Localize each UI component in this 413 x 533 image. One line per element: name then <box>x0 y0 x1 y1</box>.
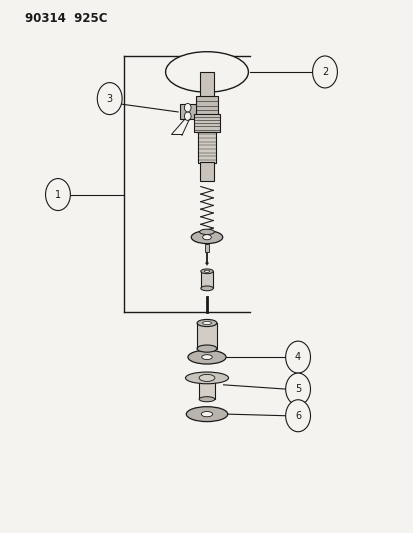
Text: 1: 1 <box>55 190 61 199</box>
Ellipse shape <box>186 407 227 422</box>
Text: 3: 3 <box>107 94 112 103</box>
Bar <box>199 379 214 399</box>
Ellipse shape <box>197 319 216 327</box>
Bar <box>200 72 213 97</box>
Ellipse shape <box>202 235 211 240</box>
Circle shape <box>184 112 191 120</box>
Ellipse shape <box>202 321 211 325</box>
Bar <box>198 132 215 163</box>
Circle shape <box>97 83 122 115</box>
Text: 6: 6 <box>294 411 300 421</box>
Text: 5: 5 <box>294 384 301 394</box>
Bar <box>199 162 214 181</box>
Circle shape <box>184 103 191 112</box>
Circle shape <box>285 373 310 405</box>
Bar <box>195 96 218 115</box>
Text: 90314  925C: 90314 925C <box>25 12 107 25</box>
Ellipse shape <box>204 270 209 272</box>
Circle shape <box>312 56 337 88</box>
Ellipse shape <box>199 374 214 382</box>
Ellipse shape <box>197 345 216 352</box>
Bar <box>197 323 216 349</box>
Bar <box>193 114 220 132</box>
Ellipse shape <box>200 269 213 274</box>
Bar <box>200 271 213 288</box>
Ellipse shape <box>191 231 222 244</box>
Circle shape <box>45 179 70 211</box>
Circle shape <box>285 341 310 373</box>
Text: 2: 2 <box>321 67 328 77</box>
Ellipse shape <box>201 411 212 417</box>
Ellipse shape <box>201 354 212 360</box>
Circle shape <box>285 400 310 432</box>
Bar <box>179 104 195 119</box>
Ellipse shape <box>199 397 214 402</box>
Ellipse shape <box>188 350 225 364</box>
Text: 4: 4 <box>294 352 300 362</box>
Polygon shape <box>205 263 208 265</box>
Ellipse shape <box>199 229 214 235</box>
Ellipse shape <box>185 372 228 384</box>
Bar <box>204 244 209 252</box>
Ellipse shape <box>200 286 213 291</box>
Ellipse shape <box>165 52 248 92</box>
